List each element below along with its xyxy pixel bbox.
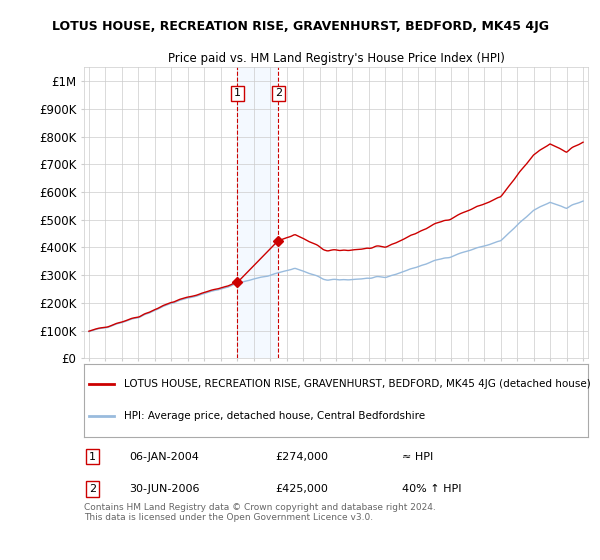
Text: Contains HM Land Registry data © Crown copyright and database right 2024.
This d: Contains HM Land Registry data © Crown c…	[84, 502, 436, 522]
Bar	[238, 67, 278, 358]
Text: HPI: Average price, detached house, Central Bedfordshire: HPI: Average price, detached house, Cent…	[124, 412, 425, 422]
Text: 1: 1	[89, 451, 96, 461]
Text: 30-JUN-2006: 30-JUN-2006	[130, 484, 200, 494]
Text: £274,000: £274,000	[275, 451, 329, 461]
Text: 2: 2	[89, 484, 96, 494]
Text: LOTUS HOUSE, RECREATION RISE, GRAVENHURST, BEDFORD, MK45 4JG (detached house): LOTUS HOUSE, RECREATION RISE, GRAVENHURS…	[124, 379, 591, 389]
Text: ≈ HPI: ≈ HPI	[401, 451, 433, 461]
Text: 2: 2	[275, 88, 282, 99]
Text: 40% ↑ HPI: 40% ↑ HPI	[401, 484, 461, 494]
Text: LOTUS HOUSE, RECREATION RISE, GRAVENHURST, BEDFORD, MK45 4JG: LOTUS HOUSE, RECREATION RISE, GRAVENHURS…	[52, 20, 548, 32]
Text: 06-JAN-2004: 06-JAN-2004	[130, 451, 199, 461]
Text: 1: 1	[234, 88, 241, 99]
Title: Price paid vs. HM Land Registry's House Price Index (HPI): Price paid vs. HM Land Registry's House …	[167, 52, 505, 64]
Text: £425,000: £425,000	[275, 484, 328, 494]
